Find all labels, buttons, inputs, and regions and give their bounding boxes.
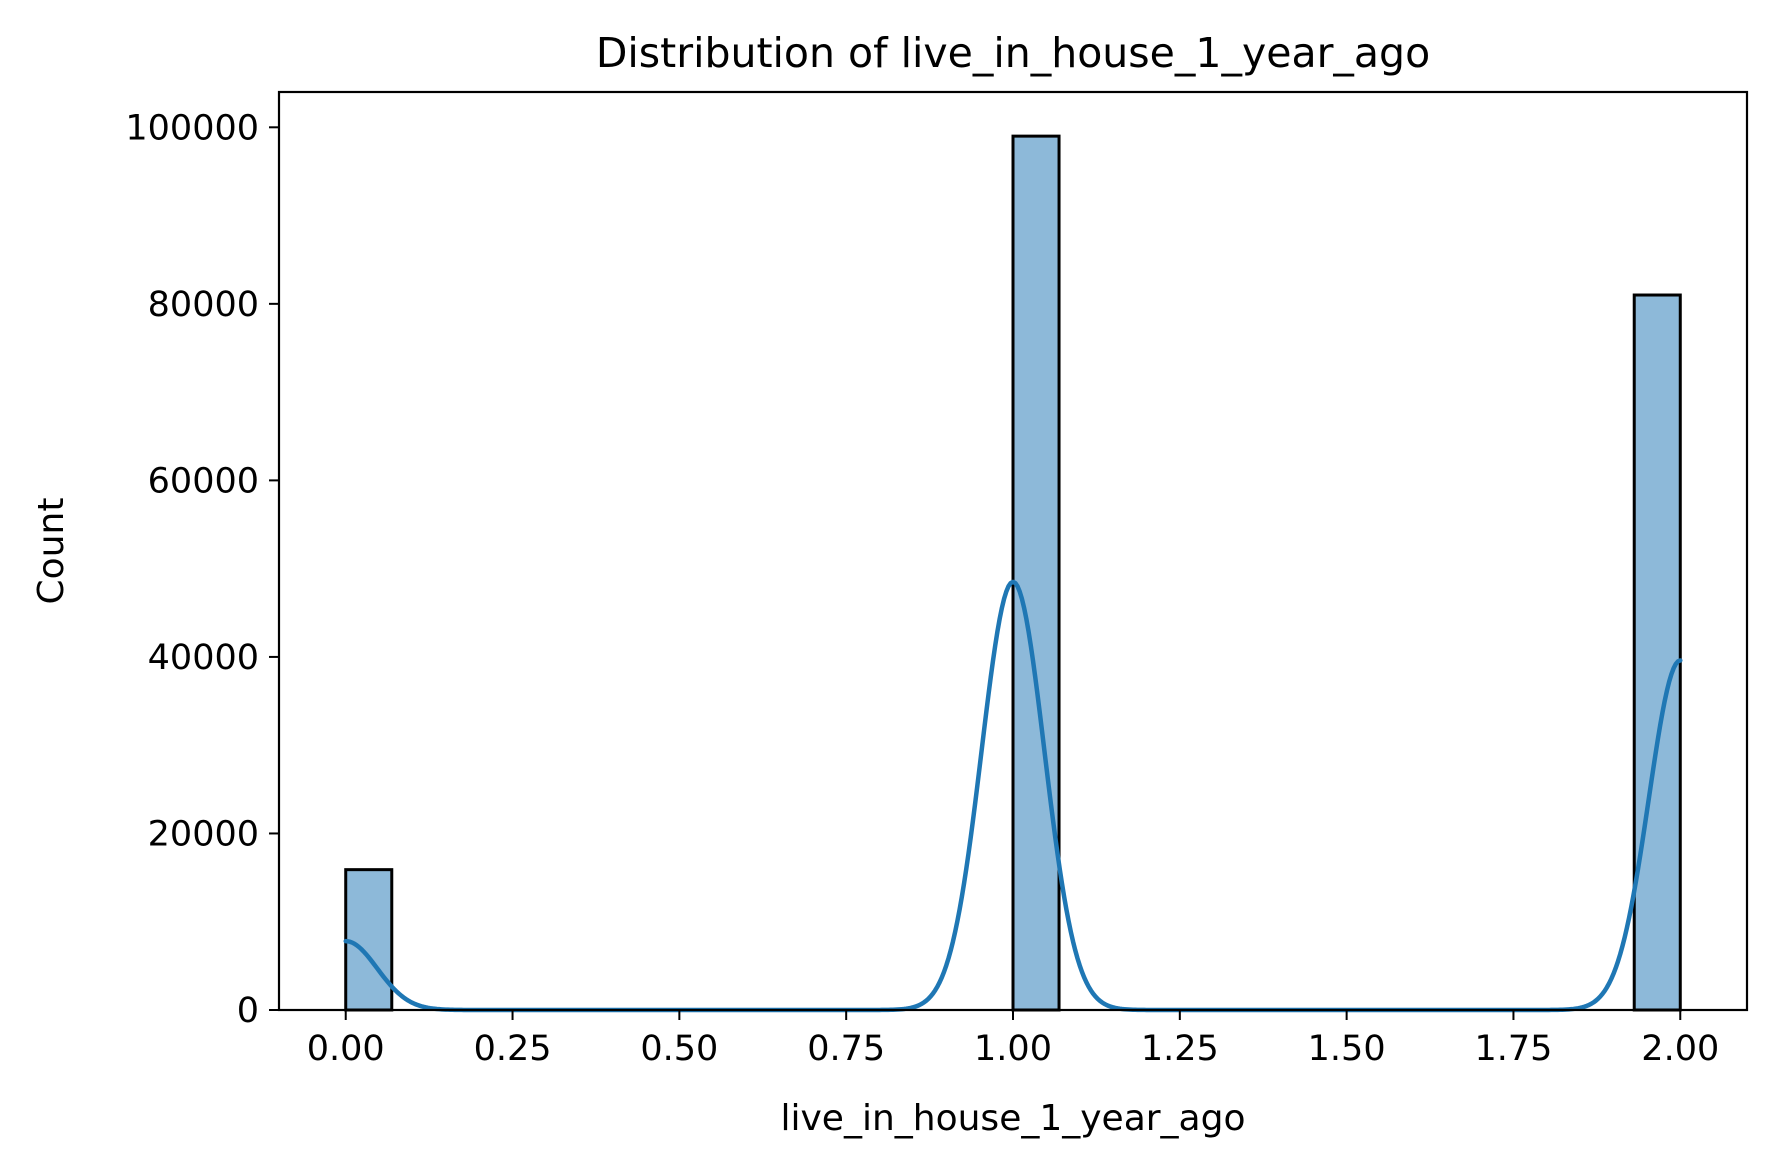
x-ticks: 0.00 0.25 0.50 0.75 1.00 1.25 1.50 1.75 2.00 [307,1010,1719,1069]
y-tick-label: 100000 [125,108,259,148]
x-tick-label: 2.00 [1641,1029,1719,1069]
y-tick-label: 20000 [148,814,259,854]
x-axis-title: live_in_house_1_year_ago [781,1098,1246,1139]
histogram-bar [344,868,394,1012]
x-tick-label: 0.00 [307,1029,385,1069]
chart-title: Distribution of live_in_house_1_year_ago [596,29,1430,77]
y-axis-title: Count [31,498,72,605]
x-tick-label: 1.50 [1308,1029,1386,1069]
bars-layer [344,134,1682,1012]
x-tick-label: 1.75 [1474,1029,1552,1069]
x-tick-label: 1.00 [974,1029,1052,1069]
y-tick-label: 80000 [148,285,259,325]
y-tick-label: 0 [237,991,259,1031]
plot-frame [277,90,1749,1012]
x-tick-label: 0.50 [640,1029,718,1069]
y-tick-label: 60000 [148,461,259,501]
x-tick-label: 1.25 [1141,1029,1219,1069]
y-ticks: 0 20000 40000 60000 80000 100000 [125,108,279,1031]
x-tick-label: 0.75 [807,1029,885,1069]
x-tick-label: 0.25 [474,1029,552,1069]
y-tick-label: 40000 [148,638,259,678]
histogram-bar [1011,134,1061,1012]
histogram-bar [1632,293,1682,1012]
